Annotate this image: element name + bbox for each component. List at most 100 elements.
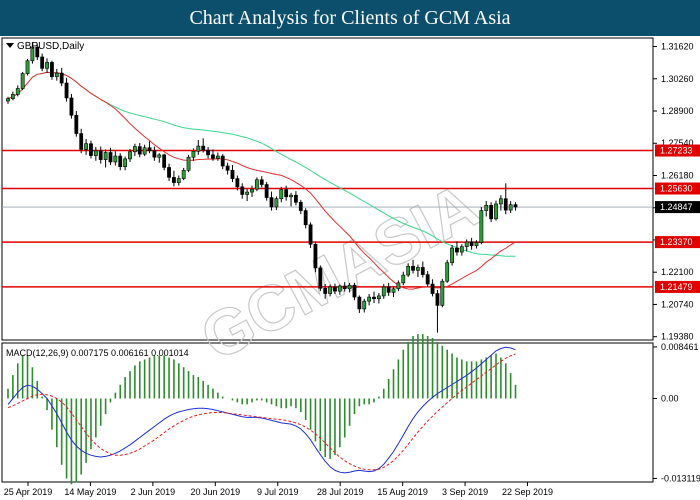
candle-body [186, 156, 191, 171]
candle-body [74, 114, 79, 134]
candle [459, 244, 464, 256]
candle [313, 241, 318, 273]
time-tick-label: 3 Sep 2019 [442, 487, 488, 497]
candle-body [123, 158, 128, 168]
candle [259, 176, 264, 188]
candle-body [181, 169, 186, 179]
dropdown-triangle-icon[interactable] [6, 43, 14, 48]
candle-body [303, 210, 308, 226]
candle-body [201, 145, 206, 151]
candle-body [440, 280, 445, 306]
candle [142, 144, 147, 157]
time-tick-label: 22 Sep 2019 [502, 487, 553, 497]
candle-body [206, 149, 210, 156]
candle [206, 147, 210, 159]
time-tick-label: 25 Apr 2019 [4, 487, 53, 497]
instrument-label: GBPUSD,Daily [17, 41, 84, 52]
candle [98, 146, 103, 164]
candle [79, 128, 84, 154]
candle [298, 199, 303, 215]
macd-tick-label: 0.00 [661, 393, 679, 403]
signal-line [7, 353, 516, 471]
candle [230, 165, 235, 183]
candle [508, 201, 513, 213]
candle [406, 263, 411, 277]
candle [303, 208, 308, 229]
candle [513, 202, 518, 211]
candle-body [459, 246, 464, 253]
candles-layer [6, 42, 518, 333]
candle-body [445, 262, 450, 282]
level-label: 1.25630 [660, 184, 693, 194]
candle [84, 138, 88, 155]
candle [269, 191, 274, 211]
candle [30, 42, 35, 64]
candle [181, 167, 186, 181]
candle [391, 286, 396, 298]
candle [498, 195, 503, 211]
level-box [655, 182, 700, 195]
candle [352, 282, 357, 301]
candle [362, 298, 367, 313]
candle [74, 111, 79, 137]
candle [152, 146, 157, 161]
candle-body [328, 286, 332, 294]
candle-body [132, 146, 137, 153]
level-label: 1.23370 [660, 237, 693, 247]
time-tick-label: 9 Jul 2019 [257, 487, 299, 497]
price-chart: GCMASIA 1.316201.302601.289001.275401.26… [1, 37, 700, 497]
candle-body [176, 178, 181, 183]
macd-tick-label: 0.008461 [661, 342, 699, 352]
price-tick-label: 1.26180 [661, 170, 694, 180]
candle [89, 140, 93, 159]
candle [137, 143, 142, 158]
candle-body [45, 62, 49, 69]
candle-body [289, 194, 293, 198]
candle [342, 282, 347, 292]
candle [420, 261, 425, 278]
level-box [655, 236, 700, 249]
candle-body [230, 169, 235, 179]
candle [103, 149, 108, 168]
level-label: 1.21479 [660, 282, 693, 292]
candle [240, 183, 245, 199]
candle-body [254, 179, 259, 190]
candle [54, 68, 59, 81]
candle-body [508, 204, 513, 211]
candle [425, 271, 430, 287]
level-label: 1.27233 [660, 146, 693, 156]
candle [50, 60, 54, 80]
price-tick-label: 1.20740 [661, 299, 694, 309]
candle-body [313, 243, 318, 269]
candle-body [274, 198, 279, 208]
candle-body [172, 177, 176, 183]
candle-body [298, 201, 303, 211]
time-axis: 25 Apr 2019 14 May 2019 2 Jun 2019 20 Jun 2… [4, 482, 553, 497]
candle-body [59, 72, 64, 84]
candle [6, 96, 10, 104]
candle [172, 170, 176, 187]
candle-body [342, 285, 347, 290]
candle-body [142, 147, 147, 155]
candle-body [245, 191, 250, 195]
candle-body [469, 241, 474, 246]
price-tick-label: 1.27540 [661, 138, 694, 148]
candle [308, 222, 313, 249]
candle [337, 284, 342, 295]
candle [284, 185, 289, 201]
candle-body [362, 300, 367, 310]
candle [211, 149, 215, 161]
candle-body [455, 247, 459, 253]
candle-body [323, 288, 328, 294]
candle-body [50, 62, 54, 77]
macd-line [7, 346, 516, 474]
candle [132, 143, 137, 157]
price-tick-label: 1.28900 [661, 106, 694, 116]
candle [372, 291, 376, 304]
candle [333, 283, 337, 295]
candle [108, 147, 113, 166]
candle-body [416, 267, 420, 271]
macd-tick-label: -0.013119 [661, 473, 700, 483]
candle [196, 139, 201, 155]
candle-body [494, 203, 498, 220]
